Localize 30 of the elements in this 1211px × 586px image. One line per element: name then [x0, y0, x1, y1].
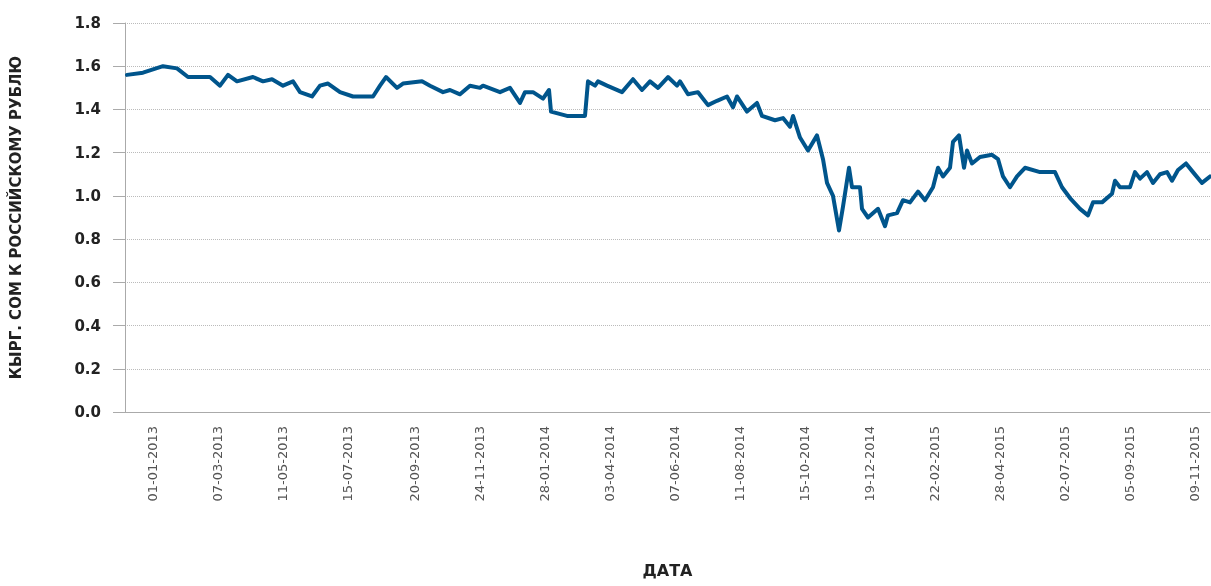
x-tick-label: 15-10-2014	[796, 426, 812, 502]
x-tick-label: 09-11-2015	[1186, 426, 1202, 502]
x-tick-label: 20-09-2013	[406, 426, 422, 502]
x-tick-label: 05-09-2015	[1121, 426, 1137, 502]
y-tick-label: 0.2	[74, 359, 101, 378]
y-tick-label: 1.6	[74, 57, 101, 76]
line-series	[125, 64, 1211, 233]
y-tick-label: 1.0	[74, 186, 101, 205]
x-tick-label: 22-02-2015	[926, 426, 942, 502]
x-tick-label: 19-12-2014	[861, 426, 877, 502]
y-tick-label: 1.8	[74, 14, 101, 32]
x-tick-label: 07-03-2013	[209, 426, 225, 502]
x-tick-label: 11-05-2013	[274, 426, 290, 502]
x-tick-label: 01-01-2013	[144, 426, 160, 502]
y-tick-label: 1.4	[74, 100, 101, 119]
x-axis-title: ДАТА	[642, 560, 694, 580]
x-tick-label: 07-06-2014	[666, 426, 682, 502]
y-tick-label: 0.0	[74, 403, 101, 421]
y-tick-label: 0.6	[74, 273, 101, 292]
x-tick-label: 24-11-2013	[471, 426, 487, 502]
y-tick-label: 1.2	[74, 143, 101, 162]
x-tick-label: 11-08-2014	[731, 426, 747, 502]
x-tick-label: 02-07-2015	[1056, 426, 1072, 502]
y-tick-label: 0.8	[74, 230, 101, 249]
y-tick-label: 0.4	[74, 316, 101, 335]
x-tick-label: 28-01-2014	[536, 426, 552, 502]
y-axis-title: КЫРГ. СОМ К РОССИЙСКОМУ РУБЛЮ	[5, 55, 25, 380]
x-tick-label: 28-04-2015	[991, 426, 1007, 502]
x-tick-label: 03-04-2014	[601, 426, 617, 502]
x-tick-label: 15-07-2013	[339, 426, 355, 502]
